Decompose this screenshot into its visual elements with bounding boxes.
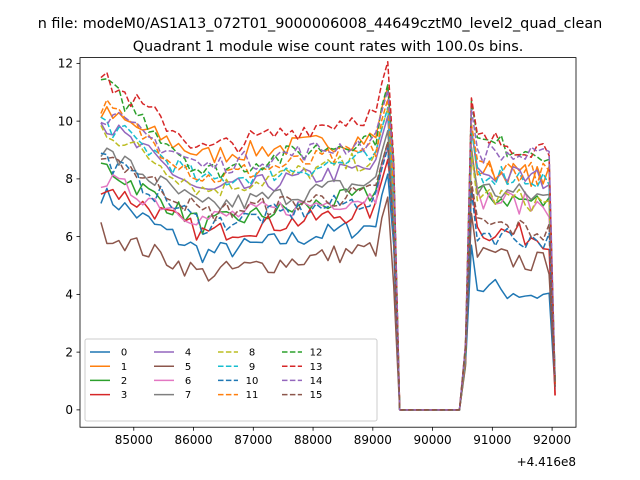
legend-label-4: 4 [185,348,191,359]
y-tick-label: 8 [65,172,73,186]
y-tick-label: 10 [58,114,73,128]
axes-frame [79,57,577,428]
series-line-9 [100,106,556,411]
y-tick-label: 2 [65,345,73,359]
x-tick-label: 88000 [294,433,332,447]
series-layer [100,61,556,411]
axes-title: Quadrant 1 module wise count rates with … [133,39,524,55]
series-line-10 [100,147,556,411]
x-axis-ticks: 85000 86000 87000 88000 89000 90000 91000 92000 [115,427,571,447]
x-tick-label: 90000 [413,433,451,447]
series-line-8 [100,107,556,411]
legend-label-14: 14 [310,376,323,387]
legend-label-15: 15 [310,390,323,401]
x-tick-label: 89000 [354,433,392,447]
y-tick-label: 0 [65,403,73,417]
figure-suptitle: n file: modeM0/AS1A13_072T01_9000006008_… [38,16,603,32]
series-line-12 [100,78,556,411]
series-line-2 [100,141,556,411]
legend-label-12: 12 [310,348,323,359]
x-axis-offset-label: +4.416e8 [517,455,576,469]
series-line-11 [100,98,556,411]
legend-label-0: 0 [121,348,127,359]
plot-area: 85000 86000 87000 88000 89000 90000 91000 92000… [58,57,577,469]
legend-label-13: 13 [310,362,323,373]
legend-label-2: 2 [121,376,127,387]
series-line-5 [100,196,556,411]
legend-label-9: 9 [249,362,255,373]
legend-label-3: 3 [121,390,127,401]
series-line-15 [100,141,556,411]
series-line-13 [100,61,556,411]
series-line-0 [100,173,556,411]
x-tick-label: 86000 [174,433,212,447]
legend-label-6: 6 [185,376,191,387]
y-tick-label: 4 [65,288,73,302]
x-tick-label: 91000 [473,433,511,447]
x-tick-label: 87000 [234,433,272,447]
legend-label-8: 8 [249,348,255,359]
series-line-4 [100,115,556,411]
y-tick-label: 12 [58,57,73,71]
legend-label-5: 5 [185,362,191,373]
legend-label-7: 7 [185,390,191,401]
y-tick-label: 6 [65,230,73,244]
x-tick-label: 85000 [115,433,153,447]
legend-label-10: 10 [246,376,259,387]
series-line-14 [100,89,556,411]
x-tick-label: 92000 [533,433,571,447]
y-axis-ticks: 0 2 4 6 8 10 12 [58,57,80,417]
series-line-7 [100,129,556,411]
legend-label-1: 1 [121,362,127,373]
legend-label-11: 11 [246,390,259,401]
